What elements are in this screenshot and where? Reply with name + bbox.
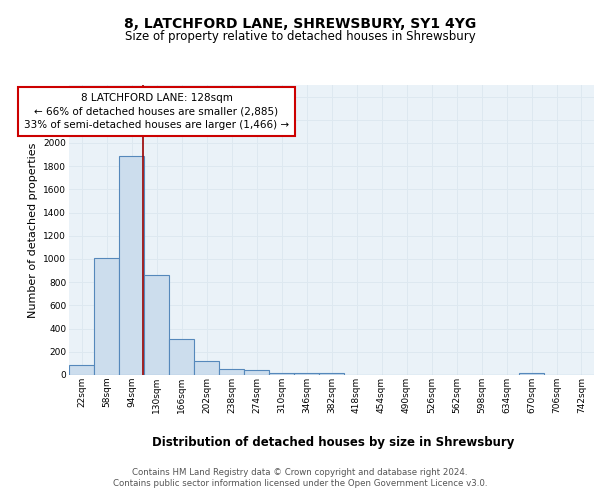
Bar (69, 364, 94, 375)
Text: Size of property relative to detached houses in Shrewsbury: Size of property relative to detached ho… (125, 30, 475, 43)
Bar (194, 361, 219, 375)
Text: Contains public sector information licensed under the Open Government Licence v3: Contains public sector information licen… (113, 479, 487, 488)
Bar (144, 275, 169, 375)
Text: 8, LATCHFORD LANE, SHREWSBURY, SY1 4YG: 8, LATCHFORD LANE, SHREWSBURY, SY1 4YG (124, 18, 476, 32)
Bar (269, 372, 294, 375)
Bar (169, 339, 194, 375)
Bar (294, 374, 319, 375)
Bar (219, 368, 244, 375)
Bar (94, 258, 119, 375)
Text: 8 LATCHFORD LANE: 128sqm
← 66% of detached houses are smaller (2,885)
33% of sem: 8 LATCHFORD LANE: 128sqm ← 66% of detach… (24, 94, 289, 130)
Bar (519, 374, 544, 375)
Text: Contains HM Land Registry data © Crown copyright and database right 2024.: Contains HM Land Registry data © Crown c… (132, 468, 468, 477)
Bar (244, 370, 269, 375)
Y-axis label: Number of detached properties: Number of detached properties (28, 142, 38, 318)
Text: Distribution of detached houses by size in Shrewsbury: Distribution of detached houses by size … (152, 436, 514, 449)
Bar (319, 372, 344, 375)
Bar (119, 156, 144, 375)
